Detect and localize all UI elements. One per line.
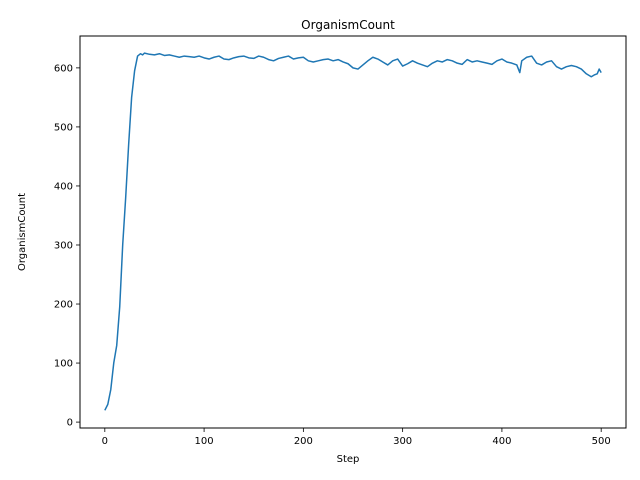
x-tick-label: 0 xyxy=(102,436,108,447)
y-axis: 0 100 200 300 400 500 600 xyxy=(54,63,80,429)
series-line-0 xyxy=(104,52,602,411)
axes-frame xyxy=(79,35,627,429)
x-tick-label: 500 xyxy=(592,436,611,447)
x-tick-label: 400 xyxy=(492,436,511,447)
y-tick-label: 400 xyxy=(54,181,73,192)
plot-area xyxy=(104,52,602,411)
x-tick-label: 100 xyxy=(195,436,214,447)
x-axis-label: Step xyxy=(337,454,360,465)
chart-title: OrganismCount xyxy=(301,18,395,32)
y-tick-label: 0 xyxy=(67,418,73,429)
y-tick-label: 300 xyxy=(54,240,73,251)
y-tick-label: 100 xyxy=(54,359,73,370)
x-tick-label: 300 xyxy=(393,436,412,447)
y-tick-label: 500 xyxy=(54,122,73,133)
y-tick-label: 200 xyxy=(54,300,73,311)
x-axis: 0 100 200 300 400 500 xyxy=(102,428,611,447)
y-tick-label: 600 xyxy=(54,63,73,74)
y-axis-label: OrganismCount xyxy=(17,193,28,271)
x-tick-label: 200 xyxy=(294,436,313,447)
